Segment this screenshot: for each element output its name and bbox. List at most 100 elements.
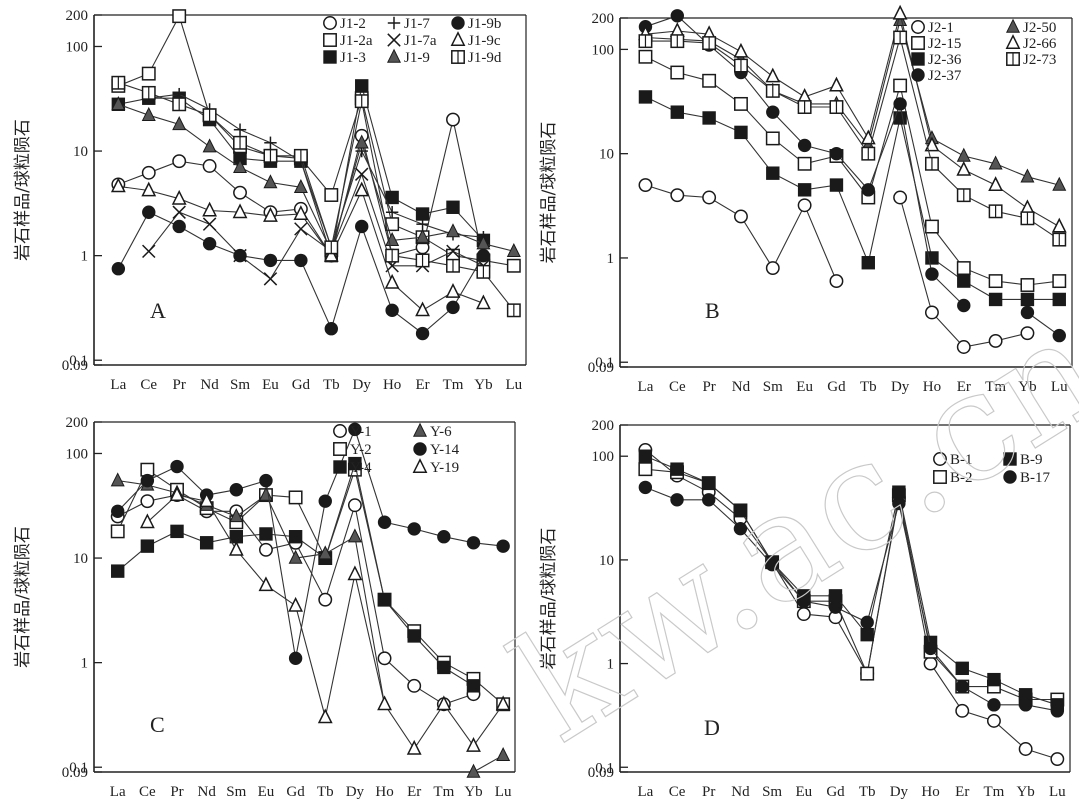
panel-b-xtick-label: Nd [732,379,751,395]
panel-b-point [702,73,717,88]
panel-a-series-j1-9b [111,205,491,341]
panel-a-point [233,185,247,200]
panel-b-legend-marker [911,52,925,66]
panel-a-legend-label: J1-9b [468,16,501,32]
panel-b-point [1052,176,1067,191]
panel-a-point [202,237,217,251]
panel-d-point [638,462,653,477]
panel-b-point [1020,168,1035,183]
panel-b-legend-marker [1005,34,1021,49]
panel-b-point [829,178,844,192]
panel-c-point [288,596,304,612]
panel-a-series-j1-9d [111,75,521,318]
panel-b-point [892,4,908,20]
panel-c-ytick-label: 0.09 [62,765,88,781]
panel-a-point [445,283,461,298]
panel-c-legend-marker [333,460,347,474]
panel-c-point [347,498,362,513]
panel-d-point [702,476,716,490]
panel-a-point [233,158,248,173]
panel-d-point [1018,698,1033,712]
panel-a-xtick-label: Nd [200,377,219,393]
panel-c-point [437,530,451,544]
panel-b-point [1052,274,1067,289]
panel-b-legend-label: J2-66 [1023,36,1057,52]
panel-a-legend-marker [451,16,465,30]
panel-c-xtick-label: Sm [226,784,246,800]
panel-a-point [415,326,430,341]
panel-c-xtick-label: Ce [139,784,156,800]
panel-c-ytick-label: 200 [66,415,89,431]
panel-d-xtick-label: Tm [984,784,1005,800]
panel-b-xtick-label: Ce [669,379,686,395]
panel-b-xtick-label: La [638,379,654,395]
panel-b-xtick-label: Tm [985,379,1006,395]
panel-c-point [110,472,125,487]
panel-a-ytick-label: 0.09 [62,358,88,374]
panel-b-point [956,160,972,176]
panel-b-point [765,67,781,83]
panel-a-point [263,174,278,189]
panel-c-point [407,522,421,536]
panel-a-point [476,248,491,263]
panel-a-series-j1-7 [142,87,490,254]
panel-a-point [111,262,126,276]
panel-c-point [377,592,392,607]
panel-b-point [893,190,908,205]
panel-b-point [829,274,844,289]
panel-b-legend-label: J2-50 [1023,20,1056,36]
panel-c-point [140,494,155,509]
panel-d-point [733,503,748,518]
panel-a-series-line [148,172,484,280]
panel-b-series-j2-73 [638,30,1067,247]
panel-c-point [288,530,303,544]
panel-b-ylabel: 岩石样品/球粒陨石 [539,122,559,264]
panel-b-legend-marker [911,20,925,34]
panel-c-point [170,524,184,539]
panel-a-ytick-label: 200 [66,8,89,24]
panel-c-legend: Y-1 Y-2 Y-4 Y-6 Y-14 Y-19 [333,422,460,476]
panel-b-xtick-label: Lu [1051,379,1068,395]
panel-c-xtick-label: Tb [317,784,334,800]
panel-d-point [955,661,969,676]
panel-d-ytick-label: 1 [607,657,615,673]
panel-b-point [765,131,780,146]
panel-b-series-j2-1 [638,178,1035,354]
panel-a-point [293,205,309,220]
panel-c-xtick-label: Er [407,784,421,800]
panel-b-xtick-label: Pr [702,379,715,395]
panel-c-point [170,459,184,474]
panel-c-point [317,708,333,724]
panel-b-point [861,256,875,270]
panel-b-legend-label: J2-73 [1023,52,1056,68]
panel-c-point [466,679,481,693]
panel-c-legend-marker [333,424,347,438]
panel-c-series-y-14 [111,422,510,666]
panel-c-legend-label: Y-6 [430,424,452,440]
panel-c-point [406,739,422,755]
panel-a-point [355,79,369,93]
panel-b-ytick-label: 100 [592,42,615,58]
panel-d-xtick-label: Dy [890,784,909,800]
panel-a-xtick-label: Ho [383,377,401,393]
panel-a-point [385,303,399,318]
panel-c-point [318,592,333,607]
panel-a-xtick-label: Sm [230,377,250,393]
panel-b-xtick-label: Tb [860,379,877,395]
panel-b-point [766,166,780,180]
panel-a-series-j1-9 [111,95,521,258]
panel-b-point [956,147,971,162]
panel-d-point [1050,752,1065,766]
panel-d-legend: B-1 B-2 B-9 B-17 [933,452,1051,486]
panel-b-xtick-label: Yb [1018,379,1036,395]
panel-b-point [1020,278,1035,292]
panel-d-point [986,713,1001,728]
panel-d-point [765,557,779,572]
panel-a-point [263,206,278,222]
panel-a-point [141,165,156,180]
panel-c-point [377,651,392,666]
panel-d-ytick-label: 0.09 [588,765,614,781]
panel-c-point [318,545,333,560]
